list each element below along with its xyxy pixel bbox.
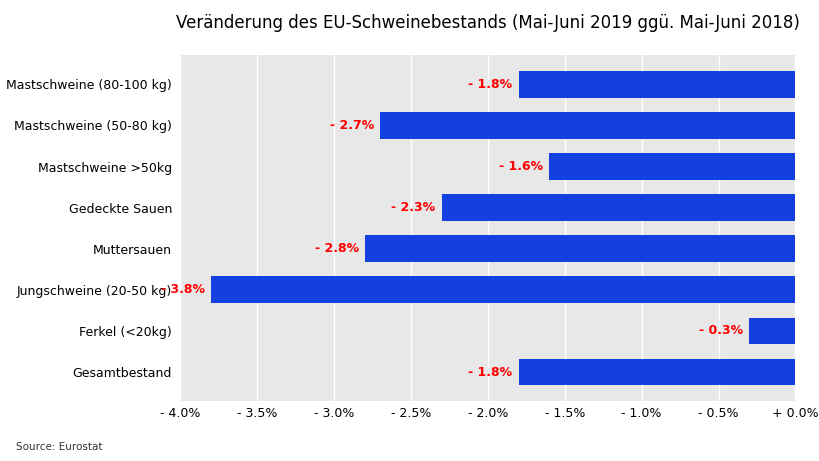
Text: - 1.8%: - 1.8% <box>468 78 512 91</box>
Bar <box>518 359 794 385</box>
Bar <box>441 194 794 221</box>
Text: - 0.3%: - 0.3% <box>698 325 742 337</box>
Text: - 3.8%: - 3.8% <box>161 284 205 296</box>
Text: - 1.6%: - 1.6% <box>499 160 542 173</box>
Text: Source: Eurostat: Source: Eurostat <box>16 442 102 452</box>
Bar <box>380 112 794 139</box>
Text: - 2.7%: - 2.7% <box>329 119 373 132</box>
Title: Veränderung des EU-Schweinebestands (Mai-Juni 2019 ggü. Mai-Juni 2018): Veränderung des EU-Schweinebestands (Mai… <box>176 13 799 31</box>
Text: - 2.3%: - 2.3% <box>391 201 435 214</box>
Text: - 2.8%: - 2.8% <box>314 242 359 255</box>
Bar <box>749 318 794 344</box>
Bar <box>518 71 794 98</box>
Bar <box>211 277 794 303</box>
Bar <box>364 236 794 262</box>
Bar <box>549 153 794 180</box>
Text: - 1.8%: - 1.8% <box>468 366 512 378</box>
